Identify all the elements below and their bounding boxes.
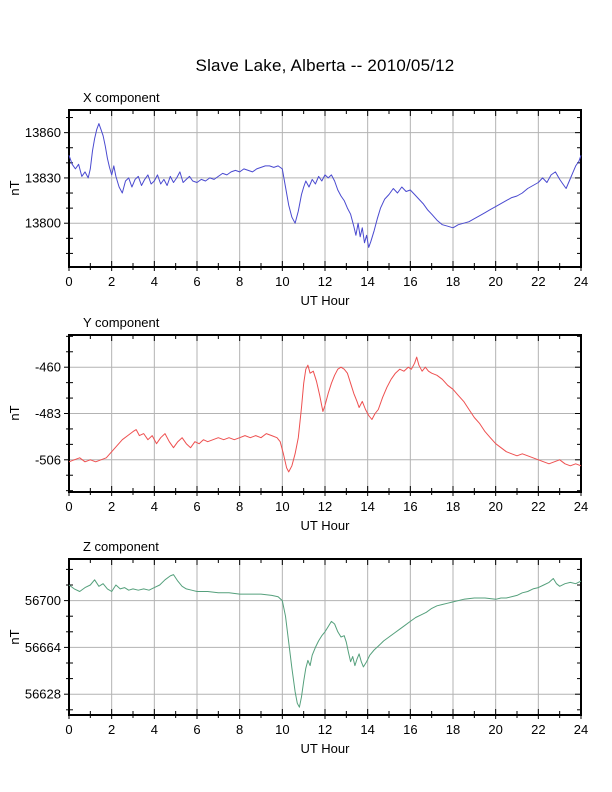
x-tick-label: 14	[360, 499, 374, 514]
x-tick-label: 0	[65, 274, 72, 289]
x-tick-label: 18	[446, 722, 460, 737]
x-component-plot-title: X component	[83, 90, 160, 105]
x-tick-label: 6	[193, 722, 200, 737]
x-tick-label: 24	[574, 274, 588, 289]
y-tick-label: 13860	[25, 125, 61, 140]
x-tick-label: 20	[488, 274, 502, 289]
x-tick-label: 22	[531, 274, 545, 289]
x-tick-label: 8	[236, 499, 243, 514]
y-component-trace	[68, 356, 582, 473]
y-tick-label: -483	[35, 406, 61, 421]
x-tick-label: 14	[360, 722, 374, 737]
y-tick-label: 56700	[25, 593, 61, 608]
x-tick-label: 18	[446, 274, 460, 289]
y-plot-x-axis-label: UT Hour	[300, 518, 350, 533]
x-tick-label: 4	[151, 722, 158, 737]
x-tick-label: 0	[65, 499, 72, 514]
y-tick-label: 56628	[25, 687, 61, 702]
x-tick-label: 22	[531, 722, 545, 737]
z-plot-x-axis-label: UT Hour	[300, 741, 350, 756]
x-tick-label: 4	[151, 274, 158, 289]
x-tick-label: 16	[403, 499, 417, 514]
x-tick-label: 2	[108, 274, 115, 289]
y-tick-label: -460	[35, 360, 61, 375]
z-plot-y-axis-label: nT	[7, 629, 22, 645]
x-tick-label: 4	[151, 499, 158, 514]
x-tick-label: 20	[488, 722, 502, 737]
x-tick-label: 16	[403, 722, 417, 737]
y-tick-label: -506	[35, 452, 61, 467]
x-tick-label: 6	[193, 499, 200, 514]
x-tick-label: 12	[318, 722, 332, 737]
plot-frame	[68, 558, 582, 716]
x-tick-label: 16	[403, 274, 417, 289]
x-tick-label: 8	[236, 722, 243, 737]
z-component-plot-title: Z component	[83, 539, 159, 554]
y-plot-y-axis-label: nT	[7, 405, 22, 421]
x-tick-label: 10	[275, 274, 289, 289]
x-plot-x-axis-label: UT Hour	[300, 293, 350, 308]
x-tick-label: 10	[275, 499, 289, 514]
y-tick-label: 13800	[25, 216, 61, 231]
page-title: Slave Lake, Alberta -- 2010/05/12	[195, 56, 455, 75]
x-tick-label: 0	[65, 722, 72, 737]
x-tick-label: 24	[574, 722, 588, 737]
x-tick-label: 6	[193, 274, 200, 289]
y-tick-label: 13830	[25, 170, 61, 185]
x-plot-y-axis-label: nT	[7, 180, 22, 196]
x-tick-label: 20	[488, 499, 502, 514]
x-tick-label: 8	[236, 274, 243, 289]
x-tick-label: 24	[574, 499, 588, 514]
y-tick-label: 56664	[25, 640, 61, 655]
x-tick-label: 18	[446, 499, 460, 514]
x-component-trace	[68, 123, 582, 248]
x-tick-label: 12	[318, 274, 332, 289]
x-tick-label: 14	[360, 274, 374, 289]
x-tick-label: 22	[531, 499, 545, 514]
z-component-trace	[68, 574, 582, 708]
plot-frame	[68, 109, 582, 268]
plot-frame	[68, 334, 582, 493]
y-component-plot-title: Y component	[83, 315, 160, 330]
x-tick-label: 2	[108, 499, 115, 514]
x-tick-label: 10	[275, 722, 289, 737]
x-tick-label: 2	[108, 722, 115, 737]
x-tick-label: 12	[318, 499, 332, 514]
